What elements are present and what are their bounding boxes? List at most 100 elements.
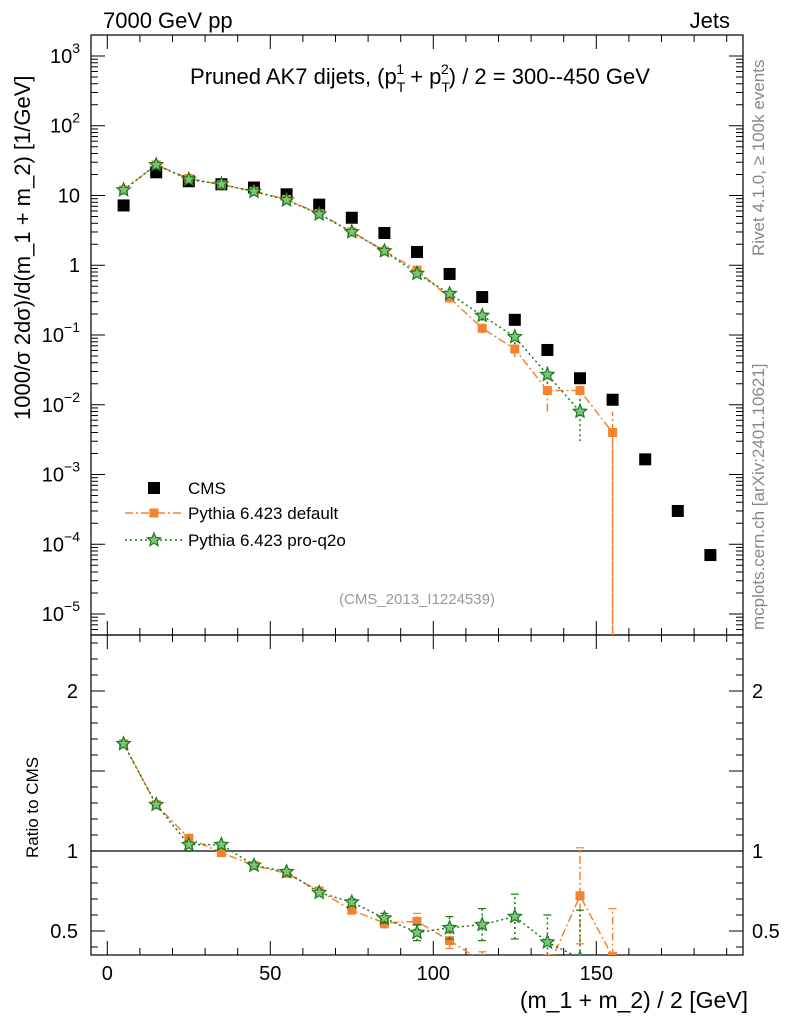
legend-label: Pythia 6.423 default (188, 504, 339, 523)
cms-point (606, 393, 619, 406)
cms-point (639, 453, 652, 466)
default-point (575, 386, 585, 396)
legend-label: Pythia 6.423 pro-q2o (188, 531, 346, 550)
legend-default-marker (149, 508, 159, 518)
cms-point (508, 313, 521, 326)
y-tick-label: 103 (50, 40, 80, 68)
ratio-tick-label-left: 2 (67, 681, 78, 703)
ratio-pro-q2o-point (343, 893, 360, 910)
pro-q2o-point (245, 182, 263, 199)
ratio-pro-q2o-point (376, 909, 393, 926)
cms-point (704, 549, 717, 562)
ratio-pro-q2o-point (506, 908, 523, 924)
ratio-line-default (122, 743, 613, 955)
default-point (608, 428, 618, 438)
x-axis-label: (m_1 + m_2) / 2 [GeV] (520, 987, 748, 1013)
ratio-default-point (412, 916, 422, 926)
legend-cms-marker (148, 482, 160, 494)
pro-q2o-point (408, 264, 426, 281)
y-tick-label: 10−4 (42, 528, 80, 556)
pro-q2o-point (278, 191, 295, 207)
series-line-pro-q2o (123, 163, 581, 413)
cms-point (411, 245, 423, 258)
default-point (445, 293, 455, 303)
pro-q2o-point (571, 402, 589, 419)
ratio-pro-q2o-point (408, 924, 426, 940)
y-tick-label: 10−5 (42, 598, 80, 626)
side-label-top: Rivet 4.1.0, ≥ 100k events (749, 60, 768, 256)
ratio-default-point (478, 957, 487, 966)
header-left: 7000 GeV pp (103, 8, 233, 33)
pro-q2o-point (506, 328, 523, 344)
y-tick-label: 102 (50, 110, 80, 138)
ratio-pro-q2o-point (311, 884, 328, 900)
cms-point (117, 199, 130, 212)
pro-q2o-point (376, 242, 393, 258)
ratio-tick-label-left: 0.5 (50, 921, 78, 943)
ratio-tick-label-right: 2 (752, 681, 763, 703)
pro-q2o-point (474, 306, 491, 323)
ratio-tick-label-right: 1 (752, 841, 763, 863)
side-label-bottom: mcplots.cern.ch [arXiv:2401.10621] (749, 364, 768, 630)
series-line-default (123, 163, 614, 433)
cms-point (476, 291, 489, 304)
y-axis-label: 1000/σ 2dσ)/d(m_1 + m_2) [1/GeV] (10, 76, 35, 421)
pro-q2o-point (148, 156, 165, 172)
ratio-default-point (608, 952, 618, 955)
ratio-y-axis-label: Ratio to CMS (23, 757, 42, 858)
chart-title: Pruned AK7 dijets, (pT1 + pT2) / 2 = 300… (190, 61, 650, 95)
ratio-default-point (347, 905, 357, 915)
cms-point (378, 226, 391, 239)
ratio-tick-label-left: 1 (67, 841, 78, 863)
ratio-default-point (510, 971, 519, 980)
pro-q2o-point (343, 223, 360, 239)
cms-point (671, 504, 684, 517)
ratio-default-point (575, 891, 585, 901)
ratio-pro-q2o-point (213, 836, 230, 852)
ratio-default-point (445, 936, 455, 946)
analysis-id: (CMS_2013_I1224539) (339, 591, 495, 608)
default-point (542, 386, 552, 396)
y-tick-label: 10 (58, 185, 80, 207)
default-point (477, 323, 487, 333)
ratio-pro-q2o-point (577, 949, 583, 955)
pro-q2o-point (115, 181, 132, 197)
pro-q2o-point (539, 366, 556, 382)
ratio-pro-q2o-point (115, 735, 132, 751)
y-tick-label: 10−2 (42, 389, 80, 417)
pro-q2o-point (213, 175, 230, 192)
ratio-tick-label-right: 0.5 (752, 921, 780, 943)
header-right: Jets (690, 8, 730, 33)
x-tick-label: 50 (259, 963, 281, 985)
x-tick-label: 100 (417, 963, 450, 985)
legend-label: CMS (188, 479, 226, 498)
ratio-pro-q2o-point (245, 856, 263, 873)
ratio-pro-q2o-point (474, 916, 491, 932)
cms-point (574, 372, 586, 385)
pro-q2o-point (441, 285, 458, 301)
cms-point (313, 198, 326, 211)
ratio-pro-q2o-point (148, 796, 165, 812)
y-tick-label: 10−3 (42, 459, 80, 487)
ratio-pro-q2o-point (278, 863, 295, 879)
default-point (510, 344, 520, 354)
x-tick-label: 0 (102, 963, 113, 985)
y-tick-label: 10−1 (42, 319, 80, 347)
pro-q2o-point (180, 170, 197, 187)
legend-pro-q2o-marker (145, 531, 163, 547)
ratio-default-point (543, 965, 552, 974)
ratio-line-pro-q2o (122, 743, 576, 955)
cms-point (345, 211, 358, 224)
ratio-default-point (216, 848, 226, 858)
ratio-pro-q2o-point (441, 919, 458, 935)
cms-point (443, 267, 456, 280)
cms-point (541, 343, 554, 356)
legend: CMS Pythia 6.423 default Pythia 6.423 pro-… (125, 479, 346, 550)
y-tick-label: 1 (69, 255, 80, 277)
x-tick-label: 150 (580, 963, 613, 985)
ratio-pro-q2o-point (180, 836, 197, 852)
ratio-pro-q2o-point (539, 933, 556, 950)
ratio-panel-frame (90, 634, 744, 956)
pro-q2o-point (311, 205, 328, 222)
